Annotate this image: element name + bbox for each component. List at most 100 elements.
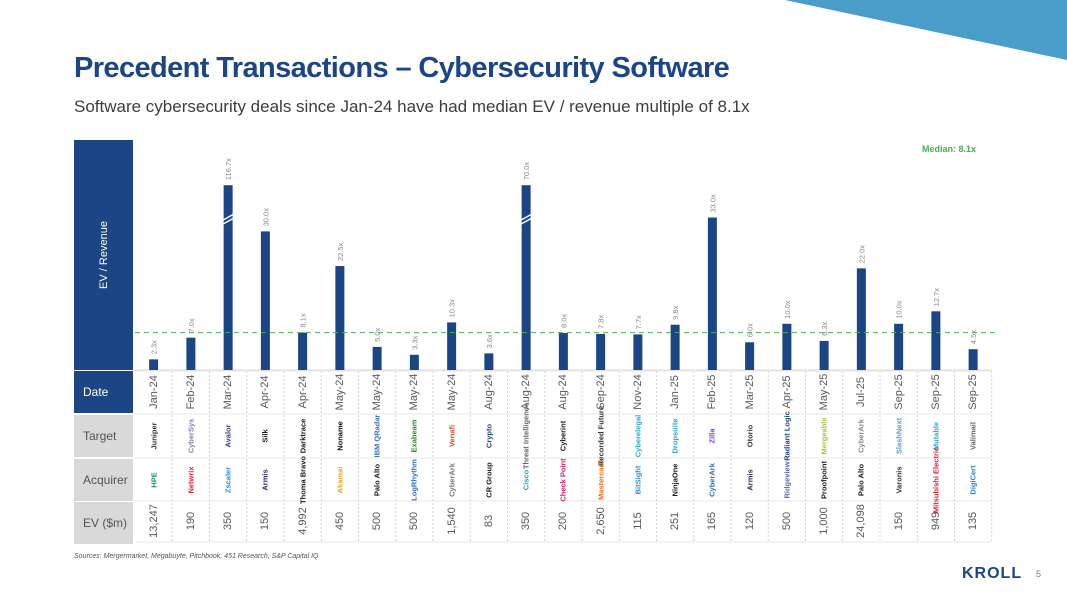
acquirer-logo: CyberArk [447,463,457,497]
axis-break-mark [520,217,532,225]
ev-cell: 500 [780,511,793,531]
acquirer-logo: CR Group [484,462,494,498]
target-logo: Juniper [149,422,159,450]
value-label: 10.0x [783,300,792,319]
date-cell: Mar-25 [743,374,756,410]
target-logo: Radiant Logic [782,411,792,461]
date-cell: Feb-24 [184,374,197,410]
target-logo: CyberArk [856,419,866,453]
ev-cell: 115 [631,512,644,530]
ev-cell: 350 [222,511,235,531]
ev-cell: 150 [259,511,272,531]
date-cell: May-24 [445,373,458,411]
bar [409,354,419,370]
ev-cell: 200 [557,511,570,531]
acquirer-logo: Proofpoint [819,461,829,499]
acquirer-logo: Thoma Bravo [298,456,308,504]
date-cell: Apr-24 [259,375,272,409]
value-label: 4.5x [969,330,978,344]
acquirer-logo: Zscaler [223,466,233,494]
ev-cell: 251 [669,511,682,531]
row-label-acquirer: Acquirer [74,459,133,501]
ev-cell: 1,000 [818,507,831,535]
target-logo: IBM QRadar [372,414,382,458]
date-cell: Nov-24 [631,374,644,410]
ev-cell: 135 [967,511,980,531]
value-label: 22.0x [857,245,866,264]
value-label: 3.6x [485,334,494,348]
bar [596,333,606,370]
target-logo: Recorded Future [596,405,606,467]
target-logo: Valimail [968,422,978,450]
axis-break-mark [520,213,532,221]
value-label: 70.0x [522,162,531,181]
ev-cell: 120 [743,511,756,531]
acquirer-logo: Cisco [521,469,531,491]
target-logo: Crypto [484,423,494,449]
bar [260,231,270,370]
bar [968,349,978,370]
row-label-date: Date [74,371,133,413]
date-cell: May-24 [333,373,346,411]
ev-cell: 150 [892,511,905,531]
value-label: 8.1x [299,313,308,327]
date-cell: Apr-25 [780,375,793,409]
value-label: 116.7x [224,158,233,180]
target-logo: Zilla [707,428,717,444]
axis-break-mark [222,217,234,225]
target-logo: Cyberint [558,420,568,452]
bar [149,359,159,370]
corner-accent-triangle [785,0,1067,60]
bar [186,337,196,370]
acquirer-logo: Akamai [335,466,345,494]
acquirer-logo: Armis [745,469,755,491]
bar [447,322,457,370]
target-logo: Cyberelegal [633,414,643,458]
date-cell: Sep-25 [967,374,980,410]
bar [782,323,792,370]
target-logo: Avalor [223,424,233,448]
target-logo: Threat Intelligence [521,402,531,470]
acquirer-logo: Varonis [894,466,904,494]
bar [931,311,941,370]
acquirer-logo: Check Point [558,458,568,502]
target-logo: SlashNext [894,417,904,455]
acquirer-logo: DigiCert [968,465,978,495]
value-label: 30.0x [261,208,270,227]
acquirer-logo: Mitsubishi Electric [931,446,941,514]
value-label: 7.7x [634,315,643,329]
date-cell: Sep-24 [594,374,607,410]
date-cell: Aug-24 [482,374,495,410]
y-axis-label-panel: EV / Revenue [74,140,133,370]
date-cell: Aug-24 [557,374,570,410]
bar [819,340,829,370]
ev-cell: 500 [408,511,421,531]
value-label: 12.7x [932,288,941,307]
row-label-target: Target [74,415,133,457]
acquirer-logo: Palo Alto [372,463,382,497]
target-logo: Darktrace [298,418,308,454]
bar [894,323,904,370]
ev-cell: 83 [482,514,495,528]
value-label: 3.3x [410,335,419,349]
acquirer-logo: Armis [260,469,270,491]
ev-cell: 1,540 [445,507,458,535]
target-logo: Venafi [447,424,457,448]
bar [223,185,233,370]
date-cell: Sep-25 [892,374,905,410]
acquirer-logo: HPE [149,472,159,488]
bar [670,324,680,370]
acquirer-logo: LogRhythm [409,459,419,501]
bar [745,342,755,370]
target-logo: CyberSys [186,418,196,454]
ev-cell: 350 [520,511,533,531]
value-label: 33.0x [708,194,717,213]
value-label: 9.8x [671,305,680,319]
bar [633,334,643,370]
kroll-logo: KROLL [962,565,1023,582]
value-label: 7.8x [597,315,606,329]
acquirer-logo: Mastercard [596,459,606,501]
value-label: 6.0x [746,323,755,337]
bar [521,185,531,370]
acquirer-logo: Netwrix [186,466,196,494]
